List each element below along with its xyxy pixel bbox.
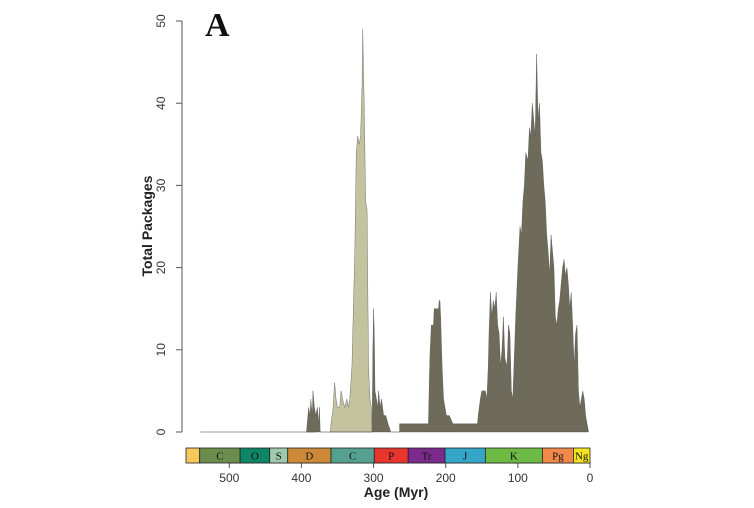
y-axis-label: Total Packages	[139, 175, 155, 276]
period-label: K	[510, 451, 518, 463]
period-label: O	[251, 451, 259, 463]
y-tick-label: 50	[154, 14, 168, 28]
area-series-2	[306, 53, 589, 433]
y-tick-label: 40	[154, 96, 168, 110]
y-tick-label: 10	[154, 343, 168, 357]
x-tick-label: 300	[364, 471, 384, 485]
y-tick-label: 20	[154, 261, 168, 275]
period-block	[185, 447, 201, 464]
period-block	[573, 447, 591, 464]
y-tick-label: 0	[154, 428, 168, 435]
x-tick-label: 200	[436, 471, 456, 485]
period-label: J	[463, 451, 468, 463]
x-tick-label: 100	[508, 471, 528, 485]
period-label: C	[349, 451, 356, 463]
x-tick-label: 500	[219, 471, 239, 485]
series-layer	[200, 29, 589, 433]
panel-letter: A	[205, 7, 230, 44]
period-label: Tr	[422, 451, 432, 463]
period-label: D	[305, 451, 313, 463]
x-axis-label: Age (Myr)	[364, 484, 429, 500]
period-label: Pg	[552, 451, 564, 463]
period-label: S	[276, 451, 282, 463]
y-tick-label: 30	[154, 178, 168, 192]
period-label: P	[388, 451, 394, 463]
period-label: Ng	[575, 451, 589, 463]
area-series-1	[330, 29, 373, 433]
timescale-bar: C O S D C P Tr J K Pg Ng	[185, 447, 591, 464]
x-tick-label: 0	[587, 471, 594, 485]
period-label: C	[216, 451, 223, 463]
x-tick-label: 400	[291, 471, 311, 485]
